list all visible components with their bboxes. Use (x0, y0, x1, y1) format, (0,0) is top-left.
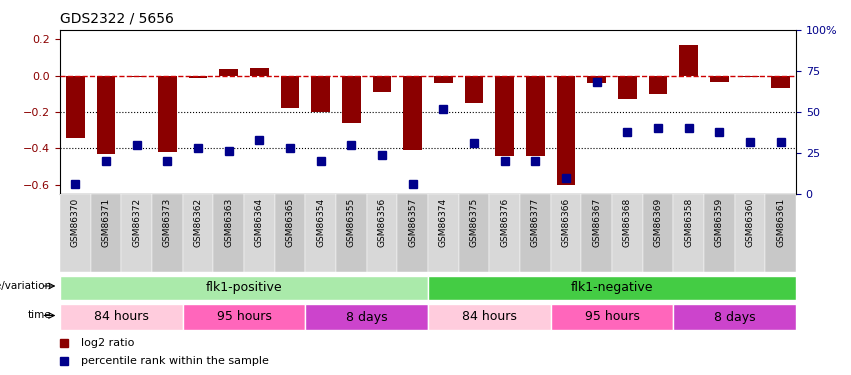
Text: GSM86362: GSM86362 (193, 198, 203, 247)
Text: GSM86365: GSM86365 (285, 198, 294, 247)
Bar (66, 75, 84, 138)
Bar (275, 194, 306, 272)
Bar (465, 75, 483, 103)
Bar (710, 75, 728, 82)
Text: GSM86368: GSM86368 (623, 198, 631, 247)
Bar (91, 194, 122, 272)
Text: GDS2322 / 5656: GDS2322 / 5656 (60, 12, 174, 26)
Bar (183, 303, 306, 330)
Bar (434, 75, 453, 83)
Text: GSM86373: GSM86373 (163, 198, 172, 247)
Bar (128, 75, 146, 77)
Text: 95 hours: 95 hours (216, 310, 271, 324)
Text: GSM86360: GSM86360 (745, 198, 755, 247)
Text: log2 ratio: log2 ratio (82, 338, 134, 348)
Bar (428, 194, 459, 272)
Text: 84 hours: 84 hours (462, 310, 517, 324)
Text: GSM86377: GSM86377 (531, 198, 540, 247)
Bar (618, 75, 637, 99)
Bar (557, 75, 575, 185)
Bar (495, 75, 514, 156)
Bar (772, 75, 790, 88)
Bar (428, 276, 796, 300)
Bar (60, 303, 183, 330)
Bar (60, 194, 91, 272)
Bar (220, 69, 238, 75)
Bar (152, 194, 183, 272)
Text: 95 hours: 95 hours (585, 310, 639, 324)
Bar (306, 194, 336, 272)
Text: GSM86354: GSM86354 (317, 198, 325, 247)
Text: flk1-positive: flk1-positive (206, 281, 283, 294)
Text: GSM86366: GSM86366 (562, 198, 570, 247)
Text: genotype/variation: genotype/variation (0, 281, 52, 291)
Text: GSM86371: GSM86371 (101, 198, 111, 247)
Bar (97, 75, 115, 154)
Bar (673, 194, 704, 272)
Text: GSM86374: GSM86374 (439, 198, 448, 247)
Text: GSM86375: GSM86375 (470, 198, 478, 247)
Bar (551, 194, 581, 272)
Bar (551, 303, 673, 330)
Text: GSM86369: GSM86369 (654, 198, 662, 247)
Bar (122, 194, 152, 272)
Bar (403, 75, 422, 150)
Bar (367, 194, 397, 272)
Bar (306, 303, 428, 330)
Bar (244, 194, 275, 272)
Text: percentile rank within the sample: percentile rank within the sample (82, 356, 269, 366)
Text: 8 days: 8 days (714, 310, 756, 324)
Text: 84 hours: 84 hours (94, 310, 149, 324)
Bar (158, 75, 176, 152)
Text: GSM86367: GSM86367 (592, 198, 601, 247)
Text: GSM86364: GSM86364 (254, 198, 264, 247)
Bar (643, 194, 673, 272)
Bar (526, 75, 545, 156)
Bar (648, 75, 667, 94)
Text: GSM86355: GSM86355 (347, 198, 356, 247)
Text: GSM86358: GSM86358 (684, 198, 694, 247)
Bar (336, 194, 367, 272)
Text: GSM86359: GSM86359 (715, 198, 724, 247)
Bar (397, 194, 428, 272)
Bar (183, 194, 214, 272)
Text: GSM86361: GSM86361 (776, 198, 785, 247)
Bar (311, 75, 330, 112)
Bar (60, 276, 428, 300)
Text: time: time (28, 310, 52, 321)
Bar (189, 75, 207, 78)
Bar (704, 194, 734, 272)
Text: GSM86357: GSM86357 (408, 198, 417, 247)
Bar (741, 75, 759, 77)
Bar (281, 75, 300, 108)
Bar (214, 194, 244, 272)
Bar (489, 194, 520, 272)
Bar (765, 194, 796, 272)
Bar (673, 303, 796, 330)
Bar (587, 75, 606, 83)
Bar (612, 194, 643, 272)
Bar (520, 194, 551, 272)
Text: GSM86372: GSM86372 (132, 198, 141, 247)
Bar (250, 68, 269, 75)
Text: GSM86370: GSM86370 (71, 198, 80, 247)
Text: flk1-negative: flk1-negative (571, 281, 654, 294)
Text: 8 days: 8 days (346, 310, 387, 324)
Text: GSM86376: GSM86376 (500, 198, 509, 247)
Bar (679, 45, 698, 75)
Bar (342, 75, 361, 123)
Text: GSM86363: GSM86363 (224, 198, 233, 247)
Bar (428, 303, 551, 330)
Bar (734, 194, 765, 272)
Bar (581, 194, 612, 272)
Text: GSM86356: GSM86356 (378, 198, 386, 247)
Bar (459, 194, 489, 272)
Bar (373, 75, 391, 92)
